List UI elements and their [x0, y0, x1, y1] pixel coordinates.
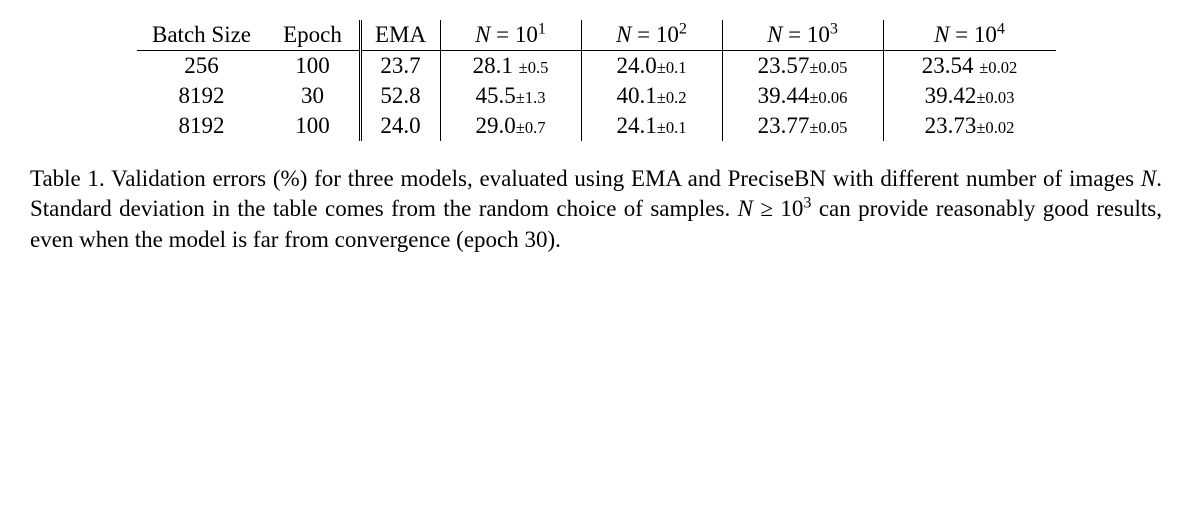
- cell-batch: 8192: [137, 111, 267, 141]
- cell-ema: 23.7: [360, 51, 440, 82]
- table-row: 256 100 23.7 28.1 ±0.5 24.0±0.1 23.57±0.…: [137, 51, 1056, 82]
- cell-n3: 39.44±0.06: [722, 81, 883, 111]
- col-ema: EMA: [360, 20, 440, 51]
- results-table: Batch Size Epoch EMA N = 101 N = 102 N =…: [137, 20, 1056, 141]
- col-n-10e3: N = 103: [722, 20, 883, 51]
- cell-epoch: 100: [267, 51, 361, 82]
- cell-n2: 24.0±0.1: [581, 51, 722, 82]
- cell-ema: 52.8: [360, 81, 440, 111]
- cell-n3: 23.77±0.05: [722, 111, 883, 141]
- cell-epoch: 100: [267, 111, 361, 141]
- col-batch-size: Batch Size: [137, 20, 267, 51]
- table-caption: Table 1. Validation errors (%) for three…: [28, 164, 1164, 255]
- cell-n2: 24.1±0.1: [581, 111, 722, 141]
- cell-epoch: 30: [267, 81, 361, 111]
- cell-batch: 8192: [137, 81, 267, 111]
- col-n-10e1: N = 101: [440, 20, 581, 51]
- col-n-10e2: N = 102: [581, 20, 722, 51]
- cell-n4: 23.73±0.02: [883, 111, 1056, 141]
- col-epoch: Epoch: [267, 20, 361, 51]
- cell-n1: 28.1 ±0.5: [440, 51, 581, 82]
- cell-n4: 23.54 ±0.02: [883, 51, 1056, 82]
- cell-n1: 45.5±1.3: [440, 81, 581, 111]
- table-header-row: Batch Size Epoch EMA N = 101 N = 102 N =…: [137, 20, 1056, 51]
- table-row: 8192 30 52.8 45.5±1.3 40.1±0.2 39.44±0.0…: [137, 81, 1056, 111]
- cell-n1: 29.0±0.7: [440, 111, 581, 141]
- cell-batch: 256: [137, 51, 267, 82]
- table-row: 8192 100 24.0 29.0±0.7 24.1±0.1 23.77±0.…: [137, 111, 1056, 141]
- cell-ema: 24.0: [360, 111, 440, 141]
- cell-n2: 40.1±0.2: [581, 81, 722, 111]
- col-n-10e4: N = 104: [883, 20, 1056, 51]
- cell-n3: 23.57±0.05: [722, 51, 883, 82]
- cell-n4: 39.42±0.03: [883, 81, 1056, 111]
